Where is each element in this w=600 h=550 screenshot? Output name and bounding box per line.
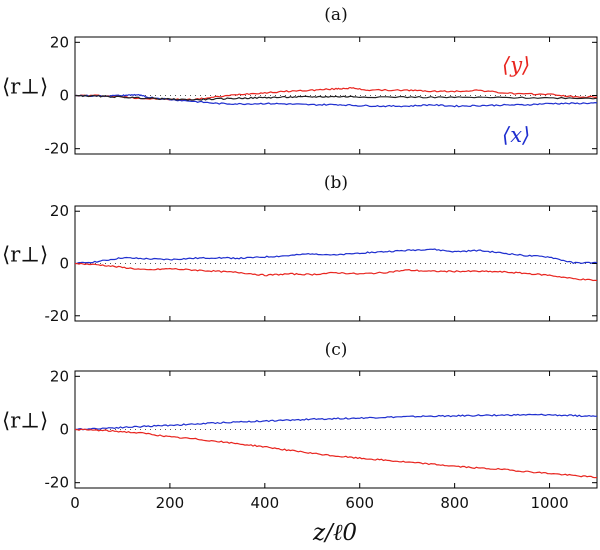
series-line-y bbox=[74, 262, 598, 282]
y-axis-label: ⟨r⊥⟩ bbox=[2, 243, 48, 267]
x-tick-label: 400 bbox=[250, 494, 279, 512]
x-tick-label: 600 bbox=[345, 494, 374, 512]
y-tick-label: 0 bbox=[59, 87, 69, 105]
series-line-x bbox=[74, 413, 598, 431]
x-tick-label: 200 bbox=[156, 494, 185, 512]
y-tick-label: 20 bbox=[50, 367, 69, 385]
panel-title: (c) bbox=[325, 340, 348, 360]
panel-title: (a) bbox=[324, 5, 347, 25]
y-axis-label: ⟨r⊥⟩ bbox=[2, 75, 48, 99]
series-line-y bbox=[74, 428, 598, 479]
y-tick-label: 20 bbox=[50, 202, 69, 220]
panel-a: (a) 20 0 -20 ⟨r⊥⟩ bbox=[2, 5, 598, 158]
panel-c: (c)200-200 200 400 600 800 1000⟨r⊥⟩ bbox=[2, 340, 598, 512]
y-tick-label: 0 bbox=[59, 255, 69, 273]
panel-title: (b) bbox=[324, 173, 348, 193]
legend-label-y: ⟨y⟩ bbox=[502, 53, 530, 77]
panels: (a)200-20⟨r⊥⟩(b)200-20⟨r⊥⟩(c)200-200 200 4… bbox=[2, 5, 598, 512]
y-tick-label: -20 bbox=[45, 140, 70, 158]
x-tick-label: 1000 bbox=[530, 494, 568, 512]
x-tick-label: 800 bbox=[440, 494, 469, 512]
series-line-x bbox=[74, 248, 598, 265]
y-tick-label: 0 bbox=[59, 421, 69, 439]
y-tick-label: -20 bbox=[45, 474, 70, 492]
series-line-mean bbox=[74, 94, 598, 101]
series-line-x bbox=[75, 93, 598, 108]
legend-label-x: ⟨x⟩ bbox=[502, 123, 530, 147]
x-tick-label: 0 bbox=[70, 494, 80, 512]
y-axis-label: ⟨r⊥⟩ bbox=[2, 409, 48, 433]
y-tick-label: -20 bbox=[45, 307, 70, 325]
panel-b: (b) 20 0 -20 ⟨r⊥⟩ bbox=[2, 173, 598, 325]
y-tick-label: 20 bbox=[50, 33, 69, 51]
x-axis-label: z/ℓ0 bbox=[312, 520, 357, 546]
